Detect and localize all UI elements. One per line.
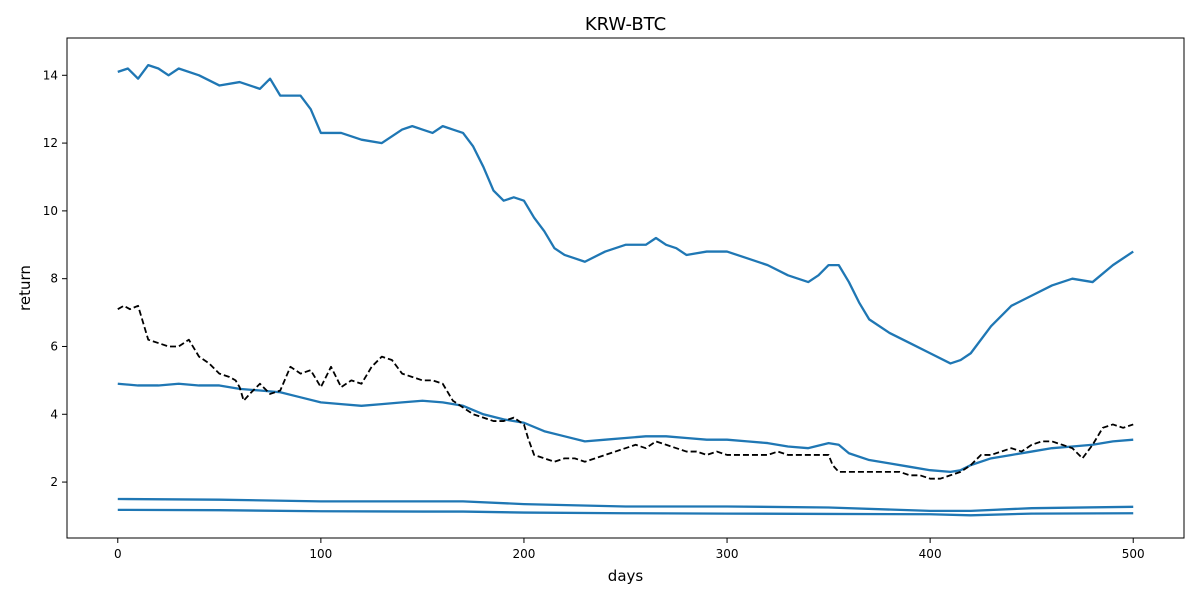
x-axis-label: days: [608, 567, 644, 585]
chart-title: KRW-BTC: [585, 14, 666, 35]
series-line-2: [117, 382, 1134, 474]
plot-area: [117, 63, 1134, 517]
x-tick-label: 400: [919, 547, 942, 561]
y-tick-label: 2: [50, 475, 58, 489]
x-tick-label: 0: [114, 547, 122, 561]
series-line-3: [117, 497, 1134, 513]
y-tick-label: 12: [43, 136, 58, 150]
y-tick-label: 6: [50, 339, 58, 353]
x-axis: 0 100 200 300 400 500: [114, 538, 1145, 561]
plot-frame: [66, 37, 1185, 539]
x-tick-label: 300: [716, 547, 739, 561]
y-tick-label: 10: [43, 204, 58, 218]
y-tick-label: 8: [50, 272, 58, 286]
x-tick-label: 500: [1122, 547, 1145, 561]
x-tick-label: 200: [513, 547, 536, 561]
y-tick-label: 14: [43, 68, 58, 82]
y-axis-label: return: [16, 265, 34, 311]
y-axis: 2 4 6 8 10 12 14: [43, 68, 67, 489]
y-tick-label: 4: [50, 407, 58, 421]
x-tick-label: 100: [309, 547, 332, 561]
series-line-1: [117, 63, 1134, 365]
series-line-4: [117, 508, 1134, 517]
